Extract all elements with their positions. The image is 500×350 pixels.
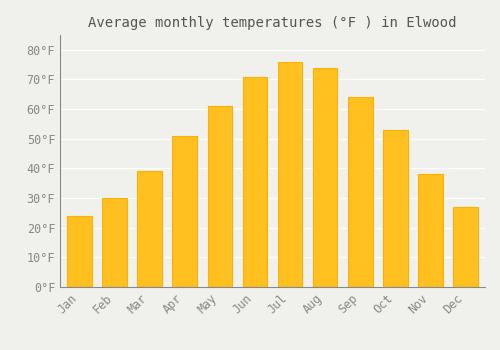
Bar — [172, 136, 197, 287]
Bar — [383, 130, 407, 287]
Bar — [138, 172, 162, 287]
Bar — [348, 97, 372, 287]
Bar — [418, 174, 443, 287]
Title: Average monthly temperatures (°F ) in Elwood: Average monthly temperatures (°F ) in El… — [88, 16, 457, 30]
Bar — [242, 77, 267, 287]
Bar — [67, 216, 92, 287]
Bar — [102, 198, 126, 287]
Bar — [208, 106, 232, 287]
Bar — [454, 207, 478, 287]
Bar — [278, 62, 302, 287]
Bar — [313, 68, 338, 287]
